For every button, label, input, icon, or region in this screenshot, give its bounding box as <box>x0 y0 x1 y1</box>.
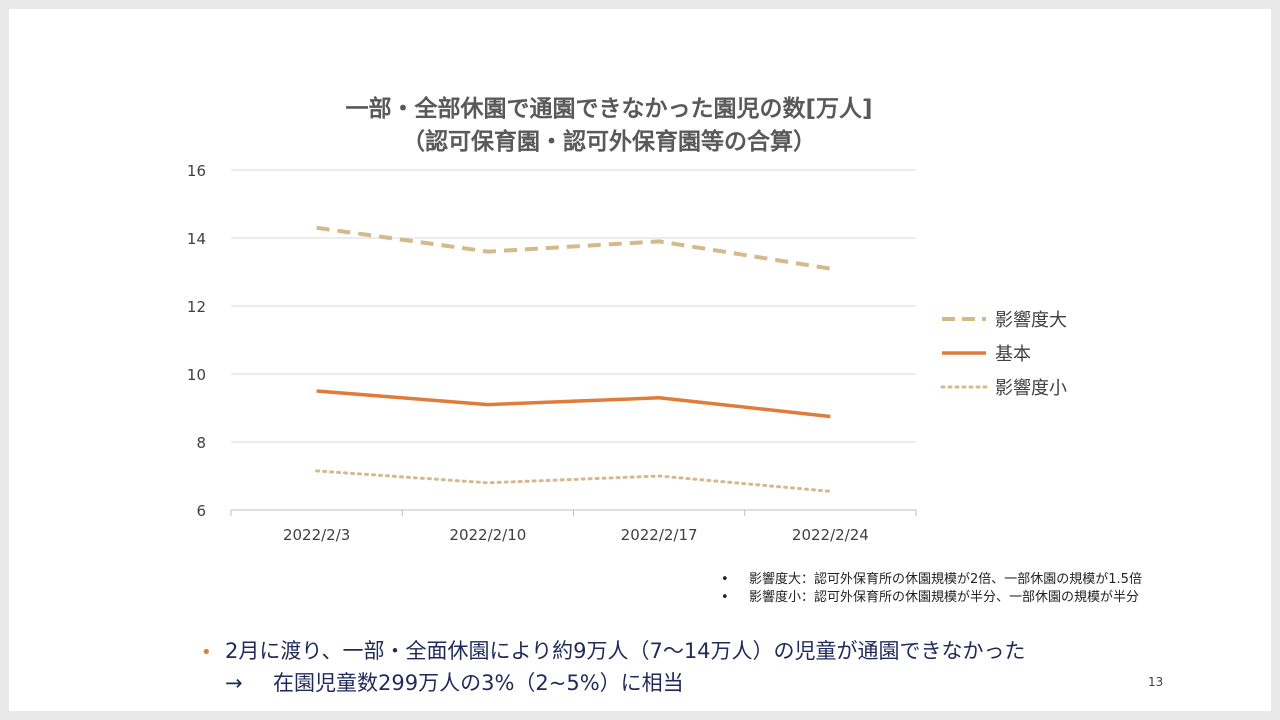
line-chart: 6 8 10 12 14 16 2022/2/3 2022/2/10 2022/2/17 2022… <box>187 162 1067 544</box>
x-tick-label: 2022/2/17 <box>621 526 698 544</box>
chart-title-block: 一部・全部休園で通園できなかった園児の数[万人] （認可保育園・認可外保育園等の… <box>269 93 949 159</box>
x-tick-label: 2022/2/24 <box>792 526 869 544</box>
y-tick-label: 8 <box>196 434 206 452</box>
note-low-text: 影響度小：認可外保育所の休園規模が半分、一部休園の規模が半分 <box>749 590 1140 605</box>
page-number: 13 <box>1148 675 1164 689</box>
series-line-2 <box>316 389 831 419</box>
y-tick-label: 16 <box>187 162 206 180</box>
x-tick-label: 2022/2/3 <box>283 526 350 544</box>
note-high-text: 影響度大：認可外保育所の休園規模が2倍、一部休園の規模が1.5倍 <box>749 572 1142 587</box>
arrow-icon: → <box>225 671 243 695</box>
bullet-mark: • <box>201 642 212 663</box>
chart-title: 一部・全部休園で通園できなかった園児の数[万人] <box>345 96 873 122</box>
legend-label: 影響度小 <box>995 378 1067 399</box>
x-tick-label: 2022/2/10 <box>449 526 526 544</box>
y-tick-label: 6 <box>196 502 206 520</box>
y-tick-label: 12 <box>187 298 206 316</box>
note-bullet: • <box>721 590 729 605</box>
slide: 6 8 10 12 14 16 2022/2/3 2022/2/10 2022/2/17 2022… <box>9 9 1271 711</box>
note-low: • 影響度小：認可外保育所の休園規模が半分、一部休園の規模が半分 <box>721 589 1142 607</box>
summary-line-1: • 2月に渡り、一部・全面休園により約9万人（7〜14万人）の児童が通園できなかっ… <box>201 636 1026 668</box>
legend-label: 影響度大 <box>995 310 1067 331</box>
series-line-3 <box>315 469 832 493</box>
summary-line-2: → 在園児童数299万人の3%（2~5%）に相当 <box>201 668 1026 698</box>
series-line-1 <box>316 225 831 271</box>
chart-subtitle: （認可保育園・認可外保育園等の合算） <box>402 129 816 155</box>
scenario-notes: • 影響度大：認可外保育所の休園規模が2倍、一部休園の規模が1.5倍 • 影響度小：… <box>721 571 1142 607</box>
summary-subtext: 在園児童数299万人の3%（2~5%）に相当 <box>273 671 684 695</box>
note-bullet: • <box>721 572 729 587</box>
legend-label: 基本 <box>995 344 1031 365</box>
y-tick-label: 14 <box>187 230 206 248</box>
y-tick-label: 10 <box>187 366 206 384</box>
summary-bullet: • 2月に渡り、一部・全面休園により約9万人（7〜14万人）の児童が通園できなかっ… <box>201 636 1026 698</box>
note-high: • 影響度大：認可外保育所の休園規模が2倍、一部休園の規模が1.5倍 <box>721 571 1142 589</box>
summary-text: 2月に渡り、一部・全面休園により約9万人（7〜14万人）の児童が通園できなかった <box>225 639 1026 663</box>
